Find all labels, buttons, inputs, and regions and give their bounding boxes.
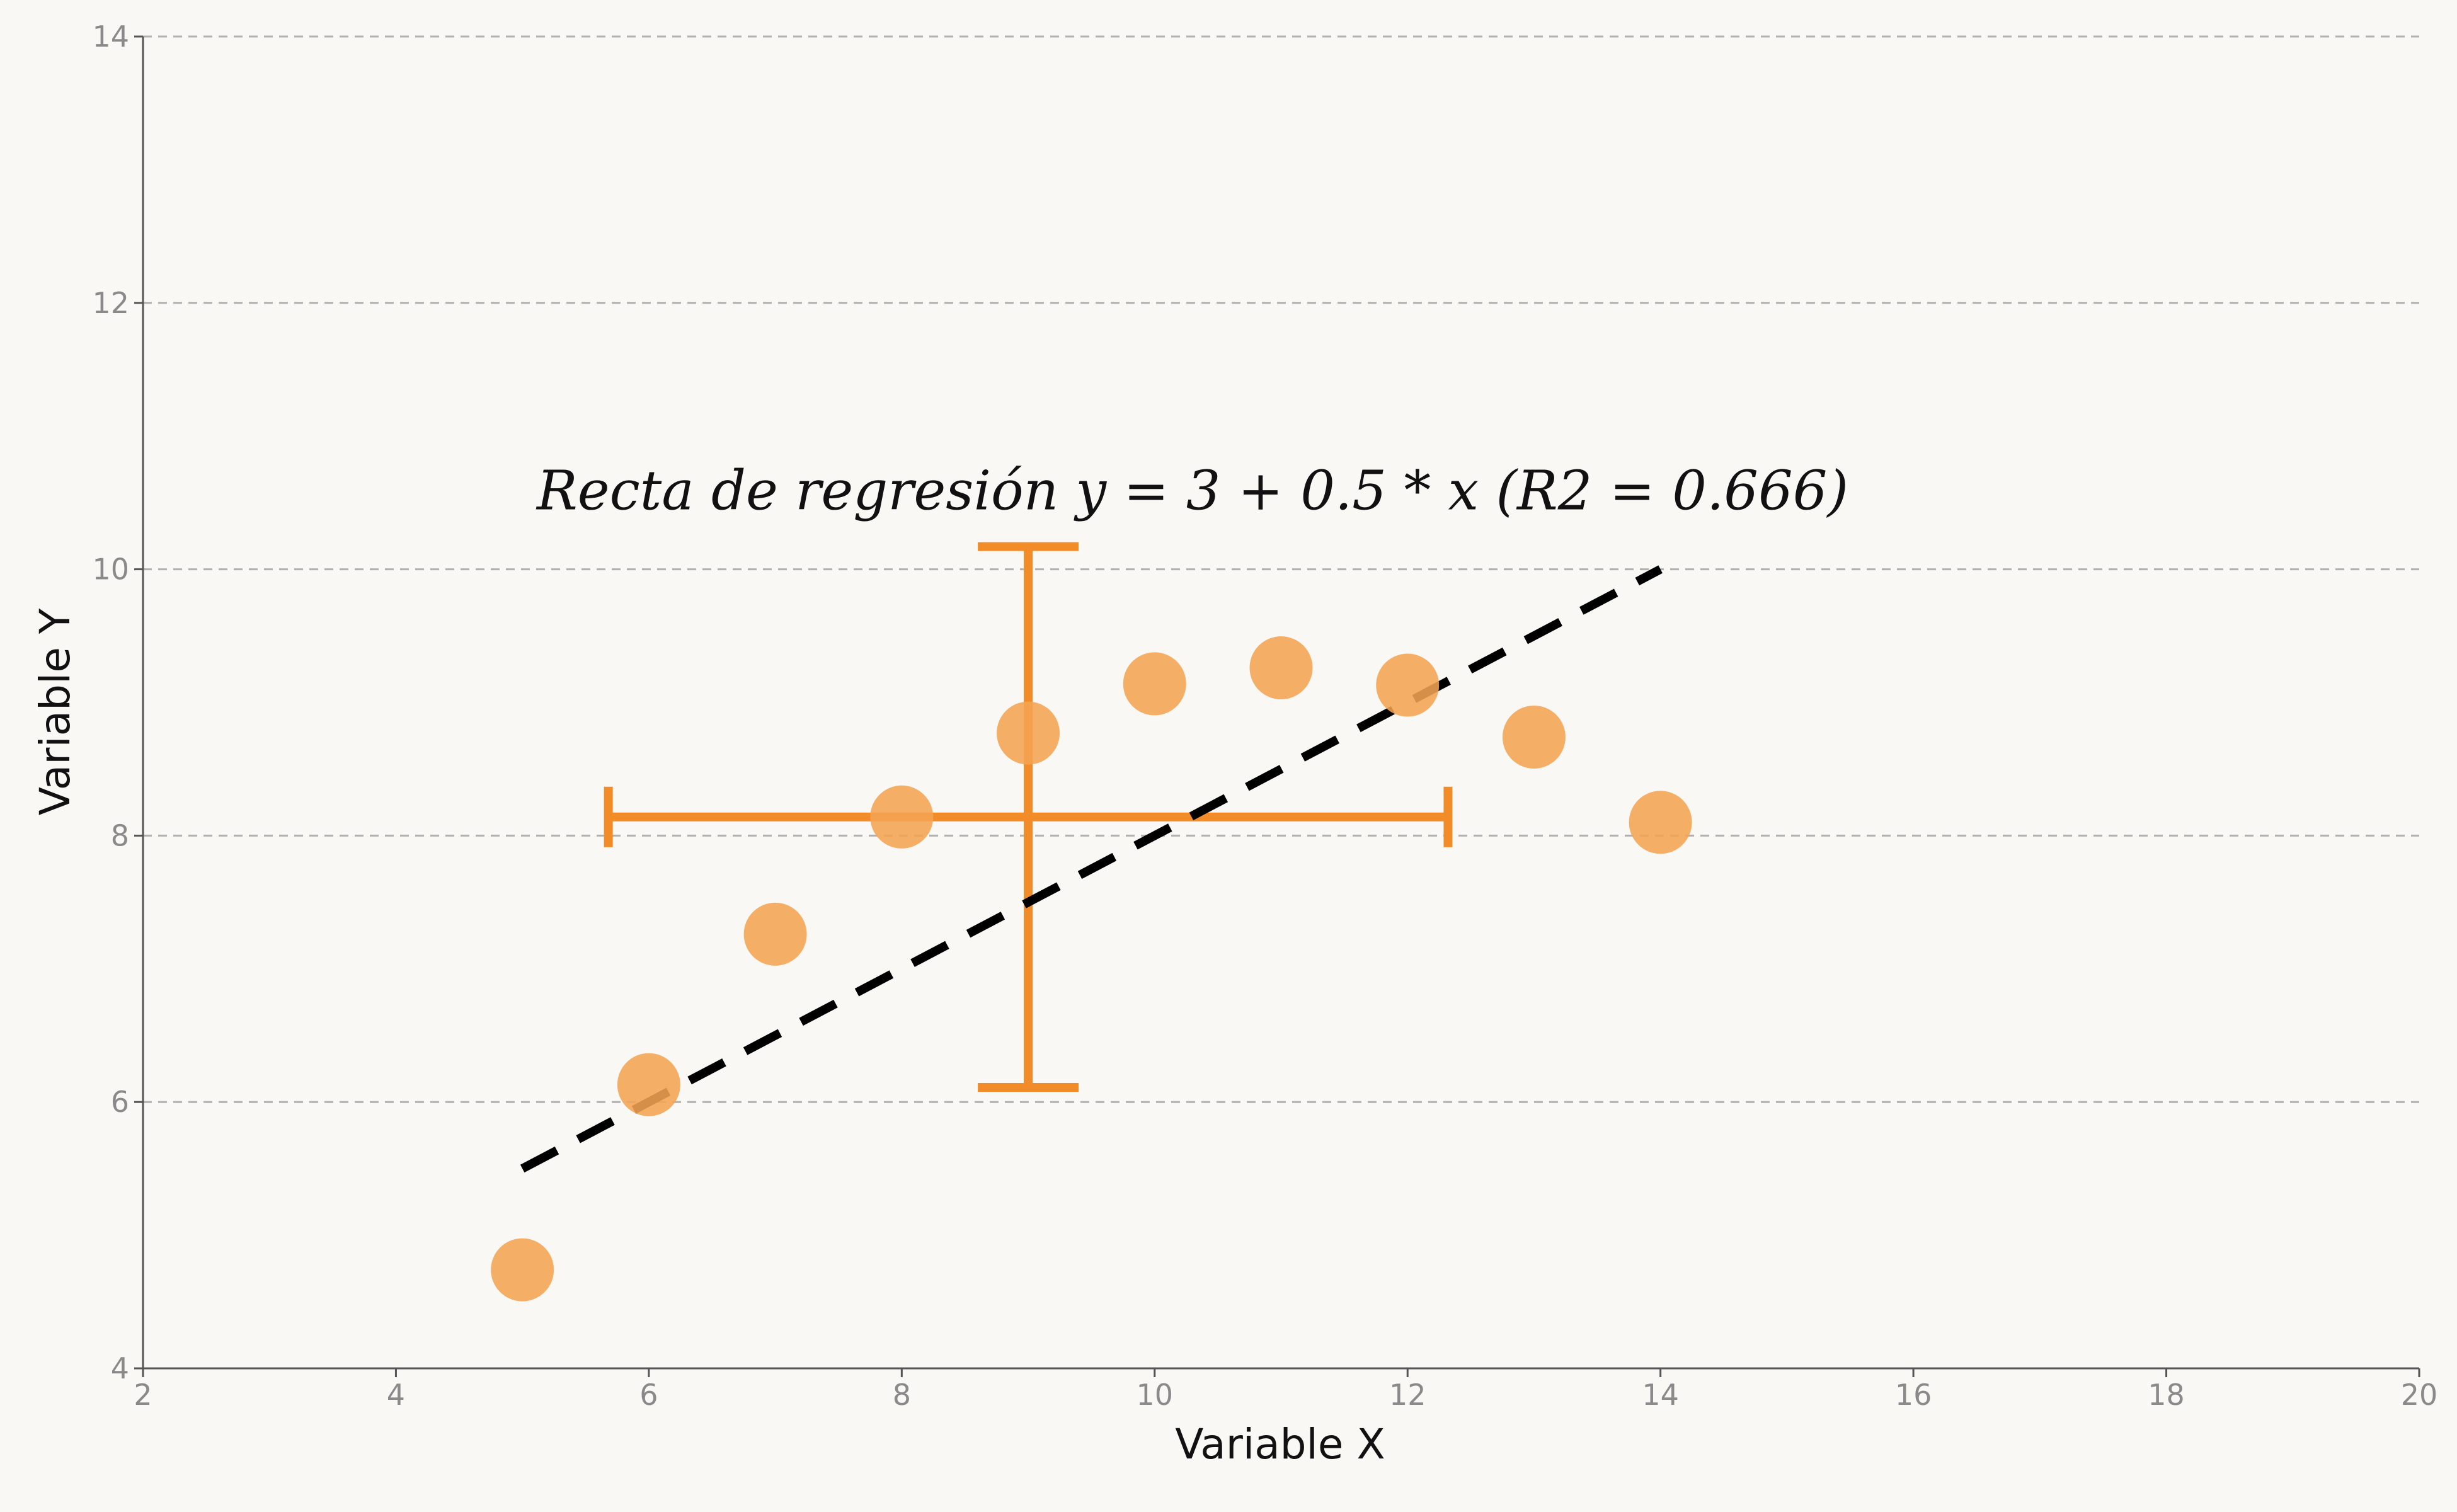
x-tick-label-18: 18 bbox=[2148, 1378, 2185, 1412]
data-point bbox=[1629, 791, 1692, 854]
regression-line bbox=[520, 565, 1663, 1173]
mean-error-bars bbox=[604, 542, 1453, 1092]
x-tick-label-10: 10 bbox=[1137, 1378, 1174, 1412]
data-point bbox=[1376, 653, 1440, 717]
data-point bbox=[1249, 636, 1313, 700]
y-tick-label-4: 4 bbox=[111, 1351, 129, 1385]
x-tick-label-4: 4 bbox=[387, 1378, 405, 1412]
axes bbox=[134, 35, 2420, 1377]
regression-line-group bbox=[520, 565, 1663, 1173]
y-tick-label-14: 14 bbox=[92, 20, 129, 54]
data-point bbox=[617, 1053, 680, 1116]
data-point bbox=[743, 902, 807, 966]
x-tick-label-20: 20 bbox=[2401, 1378, 2438, 1412]
data-point bbox=[1123, 652, 1186, 716]
data-point bbox=[870, 785, 934, 849]
regression-annotation: Recta de regresión y = 3 + 0.5 * x (R2 =… bbox=[536, 459, 1848, 522]
x-tick-label-2: 2 bbox=[134, 1378, 152, 1412]
x-axis-label: Variable X bbox=[1175, 1420, 1385, 1469]
x-tick-label-16: 16 bbox=[1895, 1378, 1932, 1412]
data-point bbox=[1502, 705, 1566, 769]
x-tick-label-8: 8 bbox=[893, 1378, 911, 1412]
y-tick-label-10: 10 bbox=[92, 553, 129, 587]
y-axis-label: Variable Y bbox=[31, 608, 79, 815]
data-point bbox=[491, 1238, 554, 1302]
x-tick-label-14: 14 bbox=[1642, 1378, 1679, 1412]
x-tick-label-6: 6 bbox=[639, 1378, 658, 1412]
y-tick-label-6: 6 bbox=[111, 1085, 129, 1119]
data-points bbox=[491, 636, 1692, 1302]
grid-lines bbox=[143, 35, 2419, 1103]
y-tick-label-8: 8 bbox=[111, 818, 129, 852]
data-point bbox=[997, 701, 1060, 765]
x-tick-label-12: 12 bbox=[1389, 1378, 1426, 1412]
y-tick-label-12: 12 bbox=[92, 286, 129, 320]
